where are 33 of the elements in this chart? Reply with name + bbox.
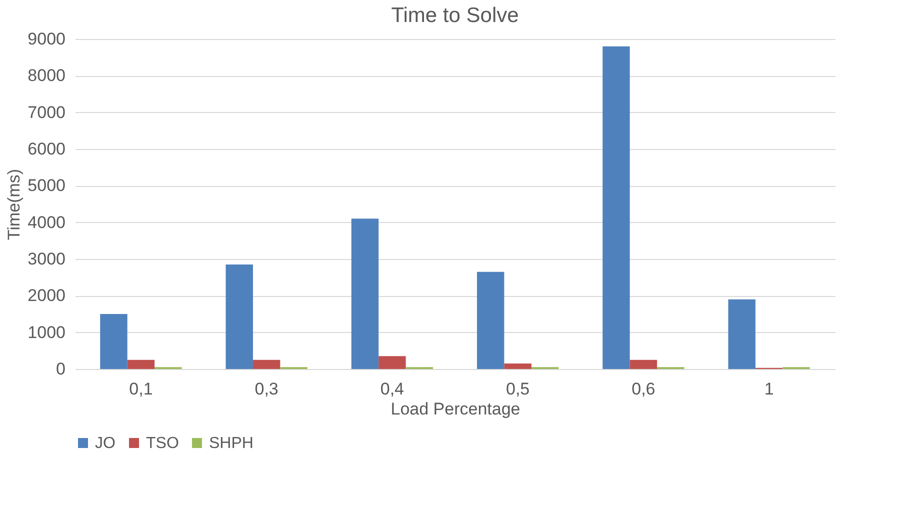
bar [728,299,756,369]
bar [127,360,155,369]
x-tick-label: 0,1 [129,380,153,398]
y-tick-label: 1000 [28,322,66,342]
bar [252,360,280,369]
y-tick-label: 8000 [28,66,66,86]
bar [630,360,658,369]
x-tick-label: 0,3 [254,380,278,398]
y-tick-label: 3000 [28,250,66,268]
bar [351,218,379,369]
y-tick-label: 0 [56,360,66,378]
x-tick-label: 0,5 [506,380,530,398]
bar [226,264,253,369]
y-tick-label: 9000 [28,30,66,48]
bar [504,364,532,369]
y-axis-title: Time(ms) [4,168,24,240]
x-tick-label: 1 [764,380,774,398]
bar [100,314,128,369]
legend-label: SHPH [209,435,254,452]
x-axis-title: Load Percentage [390,400,520,418]
bar [476,272,504,369]
legend-label: TSO [146,435,179,452]
chart-title: Time to Solve [391,4,519,27]
bar [602,46,630,369]
bar [378,356,406,369]
y-tick-label: 6000 [28,140,66,158]
y-tick-label: 4000 [28,212,66,232]
y-tick-label: 5000 [28,176,66,196]
x-tick-label: 0,4 [380,380,404,398]
y-tick-label: 2000 [28,286,66,306]
x-tick-label: 0,6 [632,380,656,398]
y-tick-label: 7000 [28,102,66,122]
legend-label: JO [95,435,116,452]
